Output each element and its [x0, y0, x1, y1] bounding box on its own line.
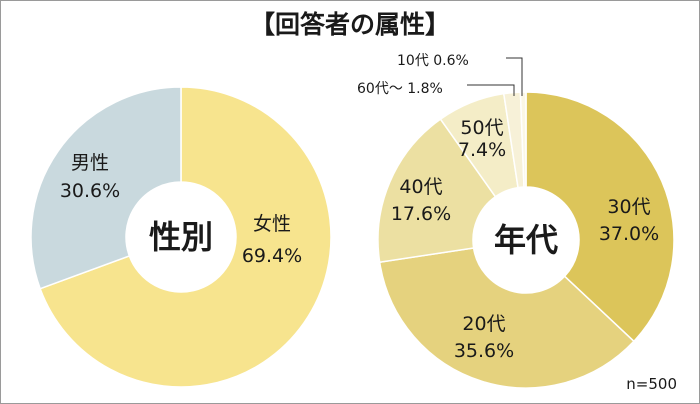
center-label-1: 年代 [494, 221, 558, 259]
slice-label-1-5: 10代 0.6% [397, 53, 469, 69]
slice-value-0-0: 69.4% [242, 245, 302, 267]
donut-hole-0 [126, 182, 236, 292]
slice-name-1-0: 30代 [607, 196, 650, 218]
slice-name-0-1: 男性 [71, 152, 109, 174]
slice-value-0-1: 30.6% [60, 180, 120, 202]
center-label-0: 性別 [149, 218, 213, 256]
sample-size-note: n=500 [626, 375, 677, 393]
slice-value-1-3: 7.4% [458, 139, 506, 161]
donut-hole-1 [473, 187, 579, 293]
slice-value-1-1: 35.6% [454, 340, 514, 362]
leader-line-1-4 [467, 84, 515, 96]
slice-name-1-2: 40代 [399, 176, 442, 198]
slice-name-1-3: 50代 [460, 117, 503, 139]
slice-name-1-1: 20代 [462, 313, 505, 335]
slice-label-1-4: 60代～ 1.8% [357, 81, 443, 97]
slice-value-1-0: 37.0% [599, 223, 659, 245]
chart-title: 【回答者の属性】 [249, 10, 450, 39]
leader-line-1-5 [506, 57, 523, 96]
slice-name-0-0: 女性 [253, 213, 291, 235]
slice-value-1-2: 17.6% [391, 203, 451, 225]
